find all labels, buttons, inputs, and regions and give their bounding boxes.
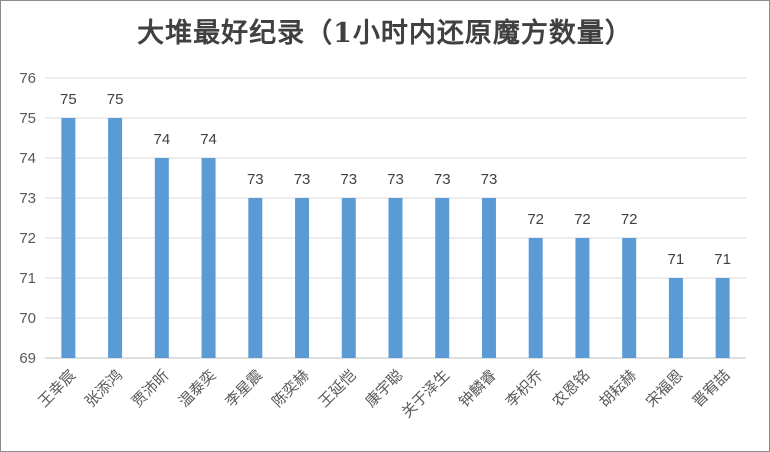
y-tick-label: 71 <box>19 270 36 287</box>
x-category-label: 陈奕赫 <box>268 366 313 411</box>
y-tick-label: 73 <box>19 190 36 207</box>
data-label: 72 <box>527 211 544 228</box>
bar <box>481 198 496 358</box>
bar <box>61 118 76 358</box>
data-label: 71 <box>714 251 731 268</box>
bar <box>715 278 730 358</box>
bar <box>201 158 216 358</box>
data-label: 73 <box>340 171 357 188</box>
x-category-label: 胡耘赫 <box>595 366 640 411</box>
x-category-label: 李枳乔 <box>502 366 547 411</box>
bar <box>528 238 543 358</box>
x-category-label: 宋福恩 <box>642 366 687 411</box>
data-label: 75 <box>107 91 124 108</box>
bar <box>108 118 123 358</box>
x-category-label: 关于泽生 <box>398 366 453 421</box>
bars <box>61 118 730 358</box>
bar <box>622 238 637 358</box>
bar <box>154 158 169 358</box>
data-label: 73 <box>294 171 311 188</box>
x-category-label: 康宇聪 <box>362 366 407 411</box>
y-tick-label: 75 <box>19 110 36 127</box>
data-label: 74 <box>200 131 217 148</box>
bar <box>388 198 403 358</box>
bar <box>668 278 683 358</box>
bar <box>248 198 263 358</box>
bar <box>295 198 310 358</box>
data-label: 75 <box>60 91 77 108</box>
y-tick-label: 70 <box>19 310 36 327</box>
bar <box>575 238 590 358</box>
y-tick-label: 72 <box>19 230 36 247</box>
data-label: 72 <box>574 211 591 228</box>
bar <box>435 198 450 358</box>
x-category-label: 李星震 <box>222 366 267 411</box>
y-tick-label: 69 <box>19 350 36 367</box>
data-label: 71 <box>668 251 685 268</box>
x-category-label: 张添鸿 <box>81 366 126 411</box>
chart-title: 大堆最好纪录（1小时内还原魔方数量） <box>137 18 633 49</box>
data-label: 72 <box>621 211 638 228</box>
x-category-label: 温泰奕 <box>175 366 220 411</box>
data-label: 74 <box>153 131 170 148</box>
data-label: 73 <box>481 171 498 188</box>
data-label: 73 <box>247 171 264 188</box>
y-tick-label: 76 <box>19 70 36 87</box>
x-category-label: 贾沛昕 <box>128 366 173 411</box>
data-labels: 75 75 74 74 73 73 73 73 73 73 72 72 72 71 71 <box>60 91 731 268</box>
x-category-label: 王幸宸 <box>35 366 80 411</box>
x-category-label: 农恩铭 <box>549 366 594 411</box>
x-category-label: 钟麟睿 <box>455 366 500 411</box>
bar <box>341 198 356 358</box>
data-label: 73 <box>434 171 451 188</box>
data-label: 73 <box>387 171 404 188</box>
y-tick-label: 74 <box>19 150 36 167</box>
x-category-label: 晋宥喆 <box>689 366 734 411</box>
x-category-label: 王延恺 <box>315 366 360 411</box>
y-axis-ticks: 69 70 71 72 73 74 75 76 <box>19 70 36 367</box>
